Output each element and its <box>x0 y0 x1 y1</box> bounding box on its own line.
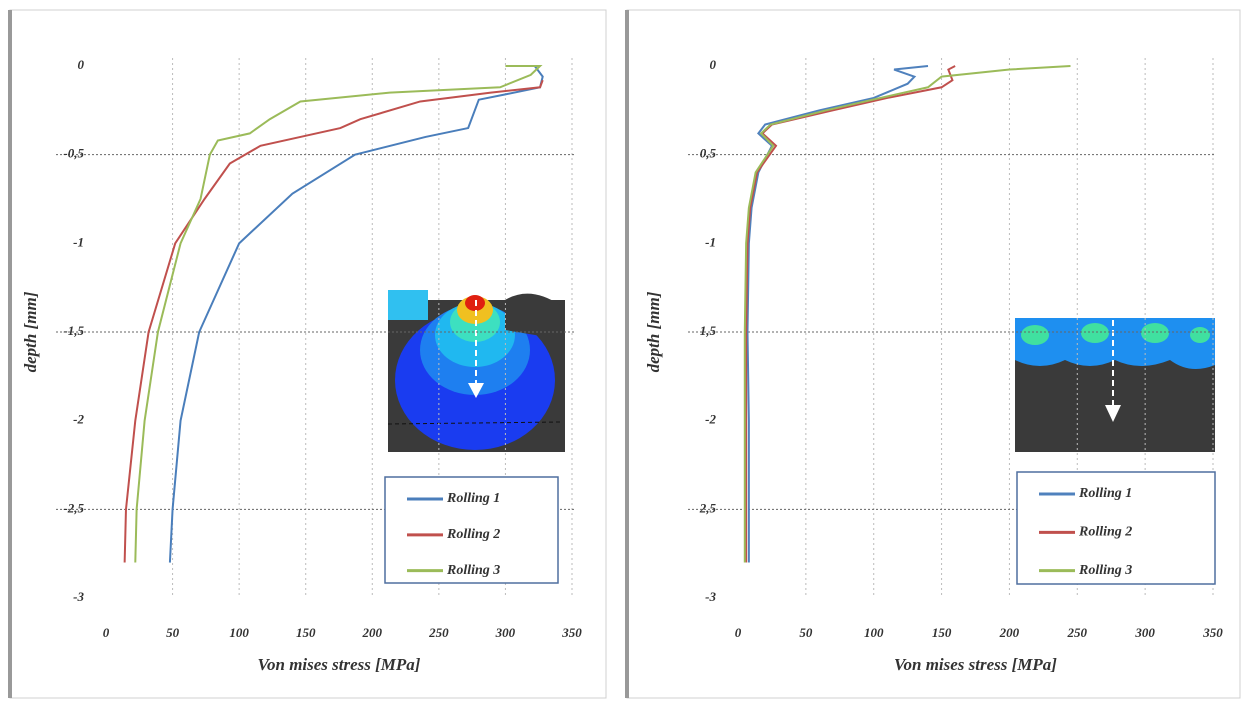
y-tick-label: -3 <box>705 589 716 604</box>
legend-label: Rolling 2 <box>446 527 500 542</box>
y-tick-label: -3 <box>73 589 84 604</box>
data-line <box>123 79 544 563</box>
legend-box <box>1016 471 1216 585</box>
inset-contour <box>387 290 565 452</box>
x-tick-label: 0 <box>735 625 742 640</box>
x-tick-label: 350 <box>1202 625 1223 640</box>
legend-label: Rolling 3 <box>446 563 500 578</box>
y-tick-label: -1 <box>73 234 84 249</box>
x-tick-label: 350 <box>561 625 582 640</box>
x-tick-label: 300 <box>495 625 516 640</box>
y-axis-label: depth [mm] <box>21 291 40 372</box>
x-tick-label: 150 <box>932 625 952 640</box>
y-tick-label: -1,5 <box>63 323 84 338</box>
x-tick-label: 150 <box>296 625 316 640</box>
y-tick-label: -2 <box>73 412 84 427</box>
x-axis-label: Von mises stress [MPa] <box>258 655 421 674</box>
x-tick-label: 100 <box>864 625 884 640</box>
panel-edge <box>8 10 12 698</box>
data-line <box>743 65 1071 563</box>
data-line <box>134 65 543 563</box>
x-tick-label: 200 <box>999 625 1020 640</box>
y-tick-label: 0,5 <box>700 146 717 161</box>
data-line <box>746 65 929 563</box>
x-tick-label: 300 <box>1134 625 1155 640</box>
x-tick-label: 250 <box>428 625 449 640</box>
y-tick-label: -2,5 <box>63 500 84 515</box>
y-tick-label: -0,5 <box>63 146 84 161</box>
x-tick-label: 250 <box>1067 625 1088 640</box>
x-tick-label: 100 <box>229 625 249 640</box>
x-tick-label: 200 <box>362 625 383 640</box>
legend-label: Rolling 1 <box>446 491 500 506</box>
y-tick-label: -2 <box>705 412 716 427</box>
y-tick-label: 0 <box>710 57 717 72</box>
y-tick-label: 2,5 <box>699 500 717 515</box>
y-tick-label: 0 <box>78 57 85 72</box>
legend-label: Rolling 2 <box>1078 525 1132 540</box>
y-axis-label: depth [mm] <box>644 291 663 372</box>
x-tick-label: 50 <box>799 625 813 640</box>
x-tick-label: 50 <box>166 625 180 640</box>
x-axis-label: Von mises stress [MPa] <box>894 655 1057 674</box>
inset-contour <box>1015 318 1215 452</box>
y-tick-label: -1 <box>705 234 716 249</box>
legend-label: Rolling 3 <box>1078 563 1132 578</box>
y-tick-label: 1,5 <box>700 323 717 338</box>
legend-label: Rolling 1 <box>1078 486 1132 501</box>
x-tick-label: 0 <box>103 625 110 640</box>
panel-edge <box>625 10 629 698</box>
legend-box <box>384 476 559 584</box>
